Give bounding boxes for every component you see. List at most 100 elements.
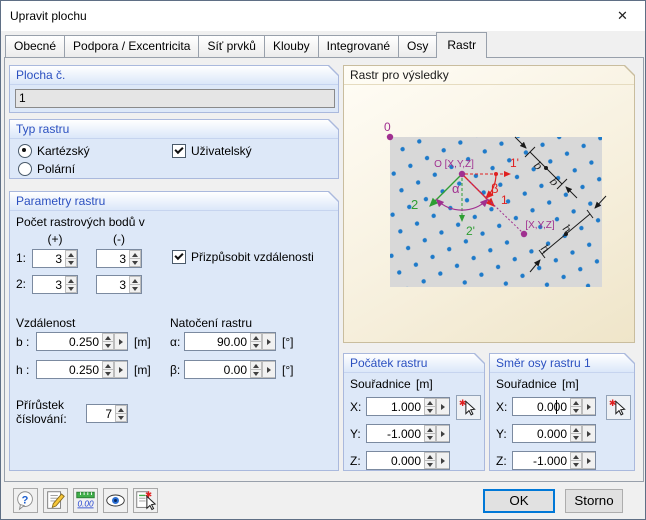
points-2-minus-value[interactable]: 3 — [119, 278, 126, 292]
spin-up-button[interactable] — [65, 276, 77, 285]
radio-cartesian[interactable]: Kartézský — [18, 144, 90, 158]
spin-up-button[interactable] — [424, 398, 436, 407]
points-count-label: Počet rastrových bodů v — [16, 215, 145, 229]
expand-button[interactable] — [436, 398, 449, 415]
ok-button[interactable]: OK — [483, 489, 555, 513]
svg-text:1': 1' — [510, 156, 519, 170]
spin-up-button[interactable] — [424, 452, 436, 461]
tab-strip: Obecné Podpora / Excentricita Síť prvků … — [5, 32, 488, 58]
tab-obecne[interactable]: Obecné — [5, 35, 66, 57]
b-distance-value[interactable]: 0.250 — [68, 335, 99, 349]
svg-text:✱: ✱ — [145, 490, 152, 499]
spinner — [424, 398, 436, 415]
spin-down-button[interactable] — [102, 342, 114, 350]
surface-number-field: 1 — [15, 89, 335, 108]
x-label: X: — [496, 400, 508, 414]
spin-up-button[interactable] — [570, 398, 582, 407]
spin-up-button[interactable] — [570, 425, 582, 434]
cancel-button[interactable]: Storno — [565, 489, 623, 513]
grid-origin-group-title: Počátek rastru — [344, 354, 484, 373]
comment-button[interactable] — [43, 488, 68, 513]
spinner — [129, 250, 141, 267]
spin-up-button[interactable] — [250, 361, 262, 370]
origin-y-value[interactable]: -1.000 — [386, 427, 421, 441]
spin-down-button[interactable] — [570, 461, 582, 469]
tab-osy[interactable]: Osy — [398, 35, 438, 57]
alpha-rotation-field: 90.00 — [184, 332, 276, 351]
spin-up-button[interactable] — [570, 452, 582, 461]
spin-up-button[interactable] — [129, 276, 141, 285]
display-button[interactable] — [103, 488, 128, 513]
tab-klouby[interactable]: Klouby — [263, 35, 319, 57]
expand-button[interactable] — [262, 361, 275, 378]
spinner — [250, 361, 262, 378]
checkbox-adapt-distances-label: Přizpůsobit vzdálenosti — [191, 250, 314, 264]
expand-button[interactable] — [582, 398, 595, 415]
spin-down-button[interactable] — [424, 407, 436, 415]
o-point — [458, 170, 466, 178]
help-button[interactable]: ? — [13, 488, 38, 513]
alpha-rotation-value[interactable]: 90.00 — [216, 335, 247, 349]
select-apply-button[interactable]: ✱ — [133, 488, 158, 513]
spin-down-button[interactable] — [250, 370, 262, 378]
expand-button[interactable] — [262, 333, 275, 350]
spin-up-button[interactable] — [102, 361, 114, 370]
pick-origin-button[interactable]: ✱ — [456, 395, 481, 420]
radio-polar[interactable]: Polární — [18, 162, 75, 176]
alpha-label: α: — [170, 335, 181, 349]
points-1-plus-value[interactable]: 3 — [55, 252, 62, 266]
spin-down-button[interactable] — [570, 407, 582, 415]
numbering-increment-field: 7 — [86, 404, 128, 423]
spin-down-button[interactable] — [570, 434, 582, 442]
checkbox-adapt-distances[interactable]: Přizpůsobit vzdálenosti — [172, 250, 314, 264]
expand-button[interactable] — [582, 425, 595, 442]
tab-integrovane[interactable]: Integrované — [317, 35, 400, 57]
spin-down-button[interactable] — [424, 434, 436, 442]
points-1-minus-value[interactable]: 3 — [119, 252, 126, 266]
surface-number-group: Plocha č. 1 — [9, 65, 339, 113]
spin-up-button[interactable] — [102, 333, 114, 342]
tab-rastr[interactable]: Rastr — [436, 32, 488, 58]
z-label: Z: — [496, 454, 507, 468]
svg-text:2': 2' — [466, 224, 475, 238]
spin-down-button[interactable] — [115, 414, 127, 422]
spin-up-button[interactable] — [250, 333, 262, 342]
tab-sit-prvku[interactable]: Síť prvků — [198, 35, 265, 57]
direction-y-value[interactable]: 0.000 — [536, 427, 567, 441]
expand-button[interactable] — [582, 452, 595, 469]
points-2-plus-value[interactable]: 3 — [55, 278, 62, 292]
svg-text:0.00: 0.00 — [77, 499, 93, 508]
tab-podpora-excentricita[interactable]: Podpora / Excentricita — [64, 35, 200, 57]
h-distance-value[interactable]: 0.250 — [68, 363, 99, 377]
surface-number-group-title: Plocha č. — [10, 66, 338, 85]
units-button[interactable]: 0.00 — [73, 488, 98, 513]
spin-down-button[interactable] — [102, 370, 114, 378]
expand-button[interactable] — [114, 361, 127, 378]
spin-down-button[interactable] — [65, 285, 77, 293]
plus-column-header: (+) — [47, 232, 63, 246]
numbering-increment-value[interactable]: 7 — [105, 407, 112, 421]
spin-up-button[interactable] — [65, 250, 77, 259]
spin-up-button[interactable] — [424, 425, 436, 434]
pick-direction-button[interactable]: ✱ — [606, 395, 631, 420]
origin-x-value[interactable]: 1.000 — [390, 400, 421, 414]
beta-rotation-value[interactable]: 0.00 — [223, 363, 247, 377]
direction-x-value[interactable]: 0.000 — [536, 400, 567, 414]
checkbox-user-defined[interactable]: Uživatelský — [172, 144, 252, 158]
expand-button[interactable] — [114, 333, 127, 350]
grid-point: [X,Y,Z] — [467, 179, 555, 238]
spin-down-button[interactable] — [250, 342, 262, 350]
spinner — [424, 452, 436, 469]
spin-down-button[interactable] — [129, 285, 141, 293]
origin-z-value[interactable]: 0.000 — [390, 454, 421, 468]
close-icon[interactable]: ✕ — [617, 8, 628, 23]
expand-button[interactable] — [436, 452, 449, 469]
pick-cursor-icon: ✱ — [459, 398, 476, 416]
spin-down-button[interactable] — [424, 461, 436, 469]
direction-z-value[interactable]: -1.000 — [532, 454, 567, 468]
spin-up-button[interactable] — [129, 250, 141, 259]
spin-down-button[interactable] — [129, 259, 141, 267]
spin-up-button[interactable] — [115, 405, 127, 414]
expand-button[interactable] — [436, 425, 449, 442]
spin-down-button[interactable] — [65, 259, 77, 267]
